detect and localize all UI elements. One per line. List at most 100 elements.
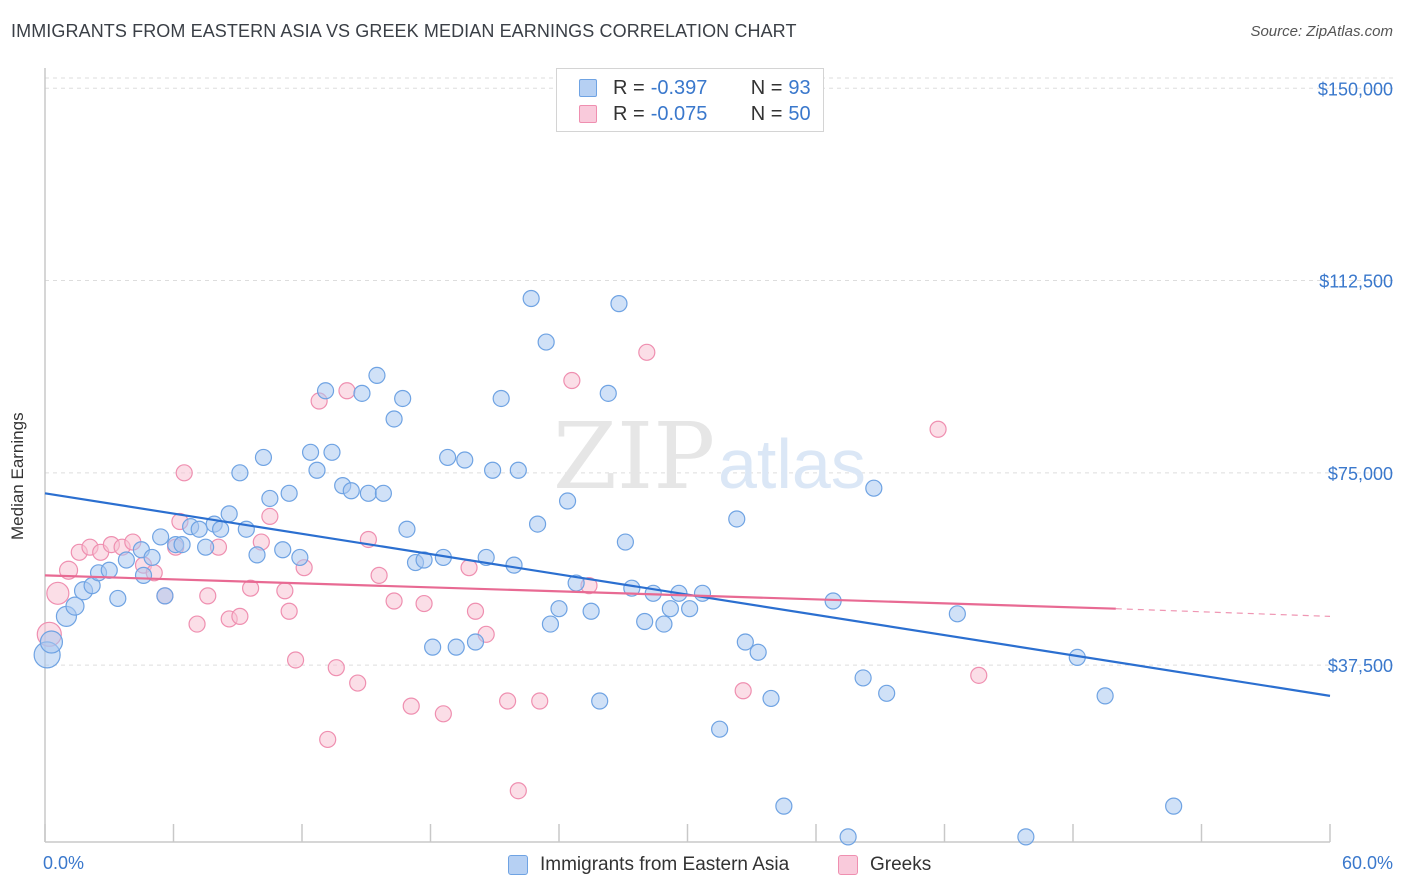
greeks-point [734, 682, 752, 700]
eastern-asia-point [173, 536, 191, 554]
bottom-legend-eastern-asia: Immigrants from Eastern Asia [508, 852, 789, 878]
eastern-asia-points [33, 289, 1183, 846]
eastern-asia-point [143, 548, 161, 567]
eastern-asia-point [1096, 687, 1114, 705]
legend-r-label: R = [613, 76, 645, 99]
eastern-asia-point [484, 461, 502, 479]
greeks-point [280, 602, 298, 620]
eastern-asia-point [762, 689, 780, 708]
eastern-asia-point [711, 720, 729, 738]
eastern-asia-point [39, 630, 64, 654]
eastern-asia-point [610, 295, 628, 313]
axes [44, 68, 1331, 843]
eastern-asia-point [948, 605, 966, 623]
greeks-point [242, 579, 260, 597]
greeks-point [415, 594, 433, 613]
eastern-asia-point [248, 546, 266, 564]
eastern-asia-point [522, 289, 540, 308]
bottom-legend-greeks: Greeks [838, 852, 931, 878]
greeks-point [499, 692, 517, 710]
greeks-trend-extension [1115, 608, 1331, 617]
eastern-asia-point [353, 384, 371, 402]
greeks-point [338, 382, 356, 400]
y-tick-label: $75,000 [1328, 464, 1393, 484]
y-tick-label: $37,500 [1328, 656, 1393, 676]
eastern-asia-point [220, 505, 238, 523]
greeks-point [276, 582, 294, 600]
greeks-point [929, 420, 947, 438]
greeks-point [638, 343, 656, 361]
greeks-point [531, 692, 549, 710]
eastern-asia-point [854, 669, 872, 687]
eastern-asia-point [775, 797, 793, 815]
eastern-asia-point [231, 464, 249, 482]
eastern-asia-point [616, 533, 634, 551]
eastern-asia-point [385, 410, 403, 428]
x-tick-min: 0.0% [43, 853, 84, 873]
greeks-point [970, 666, 988, 684]
bottom-legend-label: Immigrants from Eastern Asia [540, 854, 790, 875]
eastern-asia-point [466, 633, 485, 651]
legend-r-value: -0.397 [650, 76, 708, 99]
legend-n-label: N = [750, 102, 783, 125]
correlation-legend: R = -0.397 N = 93 R = -0.075 N = 50 [556, 68, 824, 132]
eastern-asia-point [558, 492, 577, 510]
eastern-asia-point [212, 520, 230, 538]
legend-n-value: 50 [788, 102, 811, 125]
eastern-asia-point [492, 389, 510, 408]
eastern-asia-point [308, 461, 326, 479]
y-tick-labels: $37,500 $75,000 $112,500 $150,000 [1318, 79, 1393, 676]
greeks-point [46, 581, 70, 605]
greeks-point [188, 615, 206, 633]
eastern-asia-point [394, 389, 412, 408]
eastern-asia-point [359, 484, 377, 502]
blue-swatch [579, 79, 597, 97]
y-tick-label: $150,000 [1318, 79, 1393, 99]
eastern-asia-point [368, 366, 386, 384]
eastern-asia-point [274, 541, 292, 559]
eastern-asia-point [749, 643, 767, 661]
bottom-legend-label: Greeks [870, 854, 932, 875]
greeks-point [261, 507, 279, 526]
y-tick-label: $112,500 [1319, 272, 1393, 292]
eastern-asia-point [509, 461, 527, 479]
eastern-asia-point [1017, 828, 1035, 846]
eastern-asia-point [537, 333, 555, 351]
eastern-asia-point [65, 596, 85, 616]
trend-lines [44, 492, 1331, 697]
pink-swatch [838, 855, 858, 875]
greeks-trend-line [44, 574, 1116, 610]
eastern-asia-point [398, 520, 416, 538]
greeks-point [58, 560, 79, 580]
watermark-zip: ZIP [553, 403, 715, 510]
eastern-asia-point [447, 638, 465, 656]
eastern-asia-point [254, 448, 273, 467]
greeks-point [402, 697, 420, 715]
greeks-point [385, 592, 403, 610]
eastern-asia-point [197, 538, 215, 556]
greeks-point [199, 587, 217, 605]
chart-title: IMMIGRANTS FROM EASTERN ASIA VS GREEK ME… [11, 21, 797, 41]
eastern-asia-point [636, 612, 654, 631]
greeks-point [327, 659, 345, 677]
greeks-point [370, 566, 388, 584]
eastern-asia-point [152, 528, 170, 546]
eastern-asia-point [878, 684, 896, 702]
eastern-asia-point [550, 600, 568, 618]
eastern-asia-point [323, 443, 341, 461]
eastern-asia-point [439, 448, 457, 467]
eastern-asia-point [839, 828, 857, 846]
legend-r-label: R = [613, 102, 645, 125]
eastern-asia-point [505, 556, 523, 574]
eastern-asia-point [456, 451, 474, 469]
greeks-point [349, 674, 367, 692]
greeks-point [319, 730, 337, 749]
eastern-asia-point [728, 510, 746, 528]
eastern-asia-point [591, 692, 609, 710]
eastern-asia-point [280, 484, 298, 502]
blue-swatch [508, 855, 528, 875]
x-tick-max: 60.0% [1342, 853, 1393, 873]
eastern-asia-point [661, 600, 679, 618]
eastern-asia-point [582, 602, 600, 620]
